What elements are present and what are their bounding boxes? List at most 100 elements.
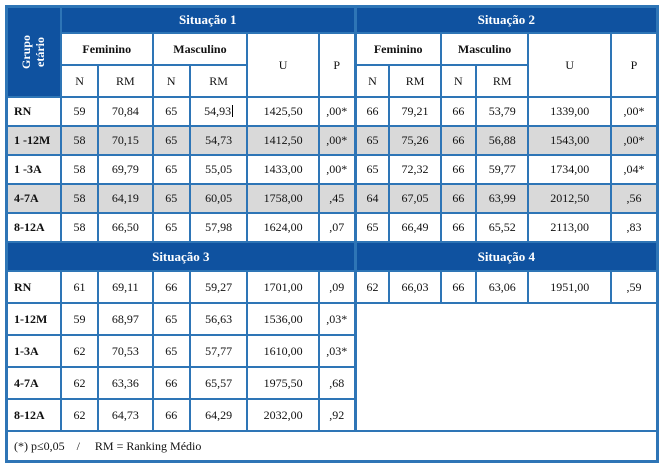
empty-merged-cell [353, 302, 659, 432]
cell-u: 1975,50 [246, 366, 320, 400]
row-label: RN [5, 270, 62, 304]
cell-n: 65 [151, 334, 191, 368]
cell-n: 59 [59, 96, 100, 127]
section-3-4-body: RN 61 69,11 66 59,27 1701,00,09 62 66,03 66 63,06… [5, 270, 659, 432]
p-header-s1: P [317, 32, 357, 98]
cell-rm: 69,79 [97, 154, 154, 185]
situacao-3-band: Situação 3 [5, 241, 357, 272]
cell-n: 65 [151, 183, 191, 214]
cell-rm: 56,88 [474, 125, 530, 156]
cell-rm: 60,05 [188, 183, 249, 214]
row-label: 4-7A [5, 183, 62, 214]
row-label: 8-12A [5, 212, 62, 243]
cell-rm: 64,73 [97, 398, 154, 432]
cell-n: 65 [151, 96, 191, 127]
situacao-2-band: Situação 2 [353, 5, 659, 34]
cell-n: 59 [59, 302, 100, 336]
table-row: 8-12A 58 66,50 65 57,98 1624,00,07 65 66,49 66 65… [5, 212, 659, 243]
rm-header: RM [97, 64, 154, 98]
u-header-s1: U [246, 32, 320, 98]
cell-p: ,56 [610, 183, 659, 214]
cell-p: ,03* [317, 334, 357, 368]
situacao-1-band: Situação 1 [59, 5, 357, 34]
cell-rm: 57,77 [188, 334, 249, 368]
n-header: N [59, 64, 100, 98]
cell-u: 1536,00 [246, 302, 320, 336]
cell-p: ,04* [610, 154, 659, 185]
row-label: RN [5, 96, 62, 127]
cell-rm: 79,21 [388, 96, 442, 127]
cell-n: 58 [59, 154, 100, 185]
corner-header-grupo-etario: Grupo etário [5, 5, 62, 98]
row-label: 1 -3A [5, 154, 62, 185]
cell-n: 58 [59, 212, 100, 243]
cell-rm: 59,27 [188, 270, 249, 304]
corner-header-text: Grupo etário [19, 34, 47, 70]
cell-rm: 64,29 [188, 398, 249, 432]
cell-u: 1624,00 [246, 212, 320, 243]
cell-rm: 65,57 [188, 366, 249, 400]
cell-rm: 65,52 [474, 212, 530, 243]
row-label: 8-12A [5, 398, 62, 432]
cell-n: 58 [59, 125, 100, 156]
cell-rm: 66,03 [388, 270, 442, 304]
section-1-2-body: RN 59 70,84 65 54,93 1425,50,00* 66 79,21 66 53,7… [5, 96, 659, 243]
rm-header: RM [188, 64, 249, 98]
cell-p: ,45 [317, 183, 357, 214]
cell-n: 58 [59, 183, 100, 214]
cell-n: 66 [439, 96, 478, 127]
cell-n: 62 [59, 398, 100, 432]
cell-u: 1701,00 [246, 270, 320, 304]
cell-n: 62 [59, 334, 100, 368]
n-header: N [151, 64, 191, 98]
cell-u: 1339,00 [527, 96, 613, 127]
cell-n: 66 [353, 96, 391, 127]
cell-n: 66 [151, 366, 191, 400]
situacao-4-band: Situação 4 [353, 241, 659, 272]
cell-n: 61 [59, 270, 100, 304]
cell-n: 65 [151, 212, 191, 243]
masculino-header-s1: Masculino [151, 32, 249, 66]
table-row: RN 61 69,11 66 59,27 1701,00,09 62 66,03 66 63,06… [5, 270, 659, 304]
cell-p: ,09 [317, 270, 357, 304]
section-3-4-band-row: Situação 3 Situação 4 [5, 241, 659, 272]
cell-rm: 70,53 [97, 334, 154, 368]
cell-u: 1610,00 [246, 334, 320, 368]
cell-p: ,07 [317, 212, 357, 243]
table-row: 1 -12M 58 70,15 65 54,73 1412,50,00* 65 75,26 66… [5, 125, 659, 156]
feminino-header-s1: Feminino [59, 32, 154, 66]
cell-u: 1951,00 [527, 270, 613, 304]
table-row: 8-12A 62 64,73 66 64,29 2032,00,92 [5, 398, 658, 432]
rm-header: RM [388, 64, 442, 98]
cell-n: 65 [151, 302, 191, 336]
cell-n: 65 [151, 125, 191, 156]
cell-rm: 66,50 [97, 212, 154, 243]
cell-u: 1412,50 [246, 125, 320, 156]
cell-rm: 63,06 [474, 270, 530, 304]
cell-rm: 59,77 [474, 154, 530, 185]
cell-u: 1543,00 [527, 125, 613, 156]
cell-n: 65 [353, 154, 391, 185]
rm-header: RM [474, 64, 530, 98]
cell-n: 66 [151, 398, 191, 432]
p-header-s2: P [610, 32, 659, 98]
cell-p: ,00* [317, 96, 357, 127]
cell-u: 1433,00 [246, 154, 320, 185]
masculino-header-s2: Masculino [439, 32, 530, 66]
cell-n: 66 [439, 125, 478, 156]
cell-n: 66 [151, 270, 191, 304]
cell-rm: 69,11 [97, 270, 154, 304]
table-row: 4-7A 62 63,36 66 65,57 1975,50,68 [5, 366, 658, 400]
cell-p: ,68 [317, 366, 357, 400]
row-label: 1 -12M [5, 125, 62, 156]
n-header: N [439, 64, 478, 98]
cell-rm: 75,26 [388, 125, 442, 156]
cell-rm: 70,84 [97, 96, 154, 127]
cell-p: ,83 [610, 212, 659, 243]
table-row: 1-3A 62 70,53 65 57,77 1610,00,03* [5, 334, 658, 368]
cell-rm: 54,93 [188, 96, 249, 127]
cell-p: ,00* [610, 125, 659, 156]
footnote: (*) p≤0,05 / RM = Ranking Médio [5, 430, 659, 463]
cell-rm: 64,19 [97, 183, 154, 214]
